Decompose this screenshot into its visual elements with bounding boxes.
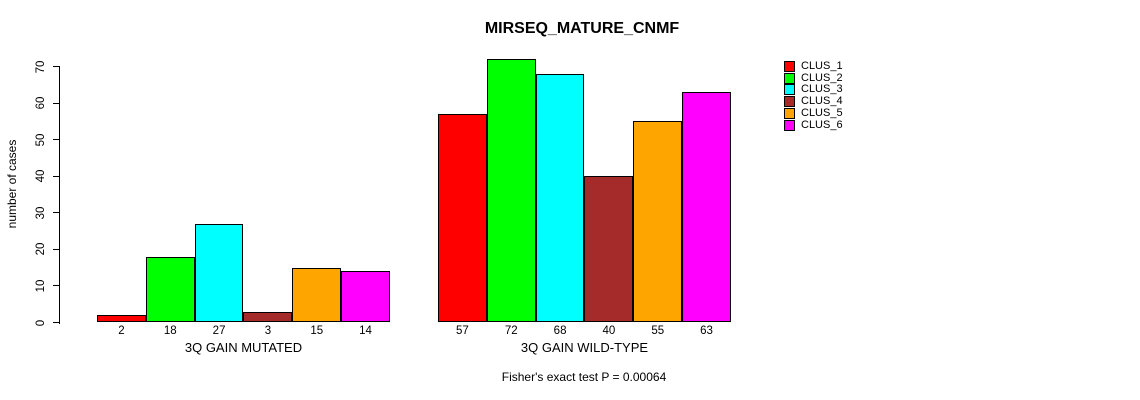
y-tick-mark (53, 212, 59, 214)
bar-value-label: 15 (310, 325, 324, 337)
bar-clus_2-2 (486, 59, 536, 323)
bar-value-label: 2 (118, 325, 125, 337)
y-tick-label: 10 (35, 279, 47, 293)
bar-value-label: 3 (264, 325, 272, 337)
y-tick-mark (53, 139, 59, 141)
legend-swatch-clus_5 (784, 107, 795, 119)
x-category-label: 3Q GAIN WILD-TYPE (520, 340, 649, 355)
y-tick-mark (53, 285, 59, 287)
bar-value-label: 68 (553, 325, 567, 337)
legend-label-clus_4: CLUS_4 (801, 95, 843, 108)
bar-clus_6-2 (682, 92, 731, 323)
y-axis-line (59, 66, 60, 324)
bar-value-label: 27 (212, 325, 226, 337)
bar-clus_5-2 (633, 121, 683, 323)
bar-value-label: 57 (456, 325, 469, 337)
x-category-label: 3Q GAIN MUTATED (184, 340, 303, 355)
bar-value-label: 63 (700, 325, 713, 337)
bar-clus_1-1 (97, 315, 146, 323)
bar-clus_6-1 (341, 271, 390, 323)
bar-value-label: 18 (163, 325, 177, 337)
y-tick-mark (53, 248, 59, 250)
bar-clus_5-1 (292, 267, 342, 323)
y-tick-label: 50 (35, 133, 47, 147)
bar-clus_1-2 (438, 114, 487, 323)
y-tick-mark (53, 175, 59, 177)
bar-clus_4-1 (243, 311, 293, 323)
y-tick-label: 70 (35, 60, 47, 73)
y-tick-mark (53, 66, 59, 67)
legend-label-clus_1: CLUS_1 (801, 60, 843, 72)
bar-clus_3-1 (194, 223, 244, 323)
bar-value-label: 14 (359, 325, 372, 337)
legend-label-clus_6: CLUS_6 (801, 118, 843, 131)
legend-swatch-clus_4 (784, 96, 795, 108)
chart-title: MIRSEQ_MATURE_CNMF (484, 20, 680, 37)
legend-label-clus_5: CLUS_5 (801, 106, 843, 119)
bar-clus_3-2 (535, 73, 585, 323)
bar-value-label: 40 (602, 325, 616, 337)
legend-label-clus_3: CLUS_3 (801, 83, 843, 96)
bar-clus_4-2 (584, 176, 634, 323)
bar-value-label: 72 (504, 325, 518, 337)
y-tick-label: 60 (35, 96, 47, 110)
y-tick-mark (53, 102, 59, 104)
legend-swatch-clus_6 (784, 119, 795, 131)
legend-swatch-clus_1 (784, 61, 795, 72)
legend-swatch-clus_3 (784, 84, 795, 96)
bar-value-label: 55 (651, 325, 665, 337)
y-tick-label: 40 (35, 169, 47, 183)
bar-clus_2-1 (145, 256, 195, 323)
legend-swatch-clus_2 (784, 72, 795, 84)
legend-label-clus_2: CLUS_2 (801, 71, 843, 84)
statistical-test-footnote: Fisher's exact test P = 0.00064 (501, 370, 667, 384)
y-tick-label: 30 (35, 206, 47, 220)
y-tick-label: 20 (35, 242, 47, 256)
y-tick-label: 0 (35, 319, 47, 326)
y-tick-mark (53, 322, 59, 323)
y-axis-label: number of cases (5, 139, 19, 229)
